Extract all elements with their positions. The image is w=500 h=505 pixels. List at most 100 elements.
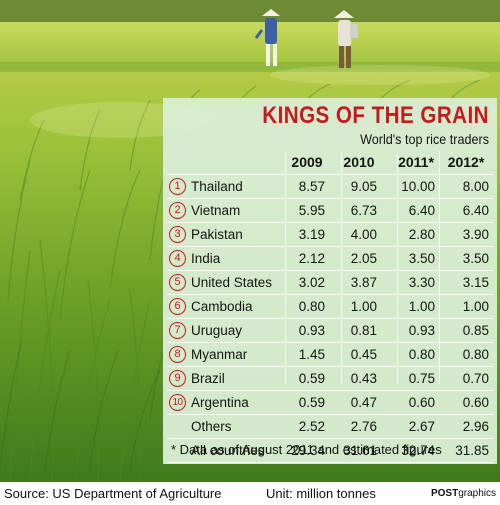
farmer-figure-right bbox=[334, 10, 358, 68]
value-cell: 3.02 bbox=[298, 275, 325, 290]
value-cell: 2.52 bbox=[298, 419, 325, 434]
rank-badge: 2 bbox=[169, 202, 186, 219]
header-row: 2009 2010 2011* 2012* bbox=[167, 151, 493, 175]
unit-note: Unit: million tonnes bbox=[266, 486, 376, 501]
value-cell: 2.67 bbox=[408, 419, 435, 434]
rank-badge: 10 bbox=[169, 394, 186, 411]
value-cell: 0.47 bbox=[350, 395, 377, 410]
rank-badge: 9 bbox=[169, 370, 186, 387]
value-cell: 3.50 bbox=[408, 251, 435, 266]
rice-traders-table-panel: KINGS OF THE GRAIN World's top rice trad… bbox=[163, 98, 497, 464]
value-cell: 0.85 bbox=[462, 323, 489, 338]
table-row: 7 Uruguay 0.93 0.81 0.93 0.85 bbox=[167, 319, 493, 343]
value-cell: 31.61 bbox=[343, 443, 377, 458]
value-cell: 4.00 bbox=[350, 227, 377, 242]
table-row: 2 Vietnam 5.95 6.73 6.40 6.40 bbox=[167, 199, 493, 223]
rank-badge: 6 bbox=[169, 298, 186, 315]
value-cell: 0.60 bbox=[462, 395, 489, 410]
value-cell: 0.80 bbox=[462, 347, 489, 362]
value-cell: 3.19 bbox=[298, 227, 325, 242]
value-cell: 0.75 bbox=[408, 371, 435, 386]
value-cell: 0.93 bbox=[408, 323, 435, 338]
table-row: 6 Cambodia 0.80 1.00 1.00 1.00 bbox=[167, 295, 493, 319]
country-name: Brazil bbox=[191, 371, 225, 386]
rank-badge: 1 bbox=[169, 178, 186, 195]
rank-badge: 4 bbox=[169, 250, 186, 267]
value-cell: 3.50 bbox=[462, 251, 489, 266]
country-name: Cambodia bbox=[191, 299, 253, 314]
farmer-figure-left bbox=[254, 9, 280, 66]
value-cell: 0.93 bbox=[298, 323, 325, 338]
value-cell: 2.76 bbox=[350, 419, 377, 434]
value-cell: 0.60 bbox=[408, 395, 435, 410]
value-cell: 2.05 bbox=[350, 251, 377, 266]
value-cell: 6.40 bbox=[408, 203, 435, 218]
column-divider bbox=[285, 151, 286, 384]
table-row: 8 Myanmar 1.45 0.45 0.80 0.80 bbox=[167, 343, 493, 367]
rank-badge: 5 bbox=[169, 274, 186, 291]
value-cell: 3.87 bbox=[350, 275, 377, 290]
value-cell: 10.00 bbox=[401, 179, 435, 194]
value-cell: 1.00 bbox=[350, 299, 377, 314]
value-cell: 2.96 bbox=[462, 419, 489, 434]
column-header: 2012* bbox=[447, 154, 485, 170]
value-cell: 1.45 bbox=[298, 347, 325, 362]
country-name: Pakistan bbox=[191, 227, 243, 242]
value-cell: 0.80 bbox=[408, 347, 435, 362]
value-cell: 6.40 bbox=[462, 203, 489, 218]
country-name: United States bbox=[191, 275, 273, 290]
country-name: All countries bbox=[191, 443, 265, 458]
table-row: All countries 29.34 31.61 32.74 31.85 bbox=[167, 439, 493, 463]
table-row: 1 Thailand 8.57 9.05 10.00 8.00 bbox=[167, 175, 493, 199]
value-cell: 2.12 bbox=[298, 251, 325, 266]
value-cell: 8.57 bbox=[298, 179, 325, 194]
value-cell: 32.74 bbox=[401, 443, 435, 458]
country-name: India bbox=[191, 251, 221, 266]
country-name: Vietnam bbox=[191, 203, 241, 218]
source-note: Source: US Department of Agriculture bbox=[4, 486, 222, 501]
country-name: Others bbox=[191, 419, 232, 434]
value-cell: 0.59 bbox=[298, 395, 325, 410]
chart-title: KINGS OF THE GRAIN bbox=[262, 102, 489, 129]
credit-rest: graphics bbox=[458, 488, 496, 499]
value-cell: 31.85 bbox=[455, 443, 489, 458]
column-divider bbox=[439, 151, 440, 384]
value-cell: 8.00 bbox=[462, 179, 489, 194]
country-name: Argentina bbox=[191, 395, 249, 410]
value-cell: 29.34 bbox=[291, 443, 325, 458]
rank-badge: 7 bbox=[169, 322, 186, 339]
value-cell: 3.15 bbox=[462, 275, 489, 290]
rank-badge: 8 bbox=[169, 346, 186, 363]
column-divider bbox=[341, 151, 342, 384]
value-cell: 0.80 bbox=[298, 299, 325, 314]
value-cell: 5.95 bbox=[298, 203, 325, 218]
table-row: 3 Pakistan 3.19 4.00 2.80 3.90 bbox=[167, 223, 493, 247]
table-row: 5 United States 3.02 3.87 3.30 3.15 bbox=[167, 271, 493, 295]
footer-bar bbox=[0, 482, 500, 505]
value-cell: 3.30 bbox=[408, 275, 435, 290]
column-divider bbox=[397, 151, 398, 384]
data-table: 2009 2010 2011* 2012* 1 Thailand 8.57 9.05 10.00… bbox=[167, 151, 493, 463]
country-name: Thailand bbox=[191, 179, 243, 194]
table-row: Others 2.52 2.76 2.67 2.96 bbox=[167, 415, 493, 439]
value-cell: 0.59 bbox=[298, 371, 325, 386]
credit-logo: POSTgraphics bbox=[431, 488, 496, 499]
value-cell: 0.45 bbox=[350, 347, 377, 362]
rank-badge: 3 bbox=[169, 226, 186, 243]
credit-bold: POST bbox=[430, 488, 459, 499]
value-cell: 0.81 bbox=[350, 323, 377, 338]
value-cell: 9.05 bbox=[350, 179, 377, 194]
column-header: 2011* bbox=[398, 154, 434, 170]
value-cell: 0.70 bbox=[462, 371, 489, 386]
value-cell: 1.00 bbox=[408, 299, 435, 314]
chart-subtitle: World's top rice traders bbox=[360, 131, 489, 147]
column-header: 2009 bbox=[291, 154, 323, 170]
value-cell: 1.00 bbox=[462, 299, 489, 314]
country-name: Myanmar bbox=[191, 347, 248, 362]
column-header: 2010 bbox=[343, 154, 375, 170]
value-cell: 0.43 bbox=[350, 371, 377, 386]
table-row: 10 Argentina 0.59 0.47 0.60 0.60 bbox=[167, 391, 493, 415]
country-name: Uruguay bbox=[191, 323, 243, 338]
value-cell: 3.90 bbox=[462, 227, 489, 242]
footnote: * Data as of August 2011 and estimated f… bbox=[171, 442, 442, 457]
